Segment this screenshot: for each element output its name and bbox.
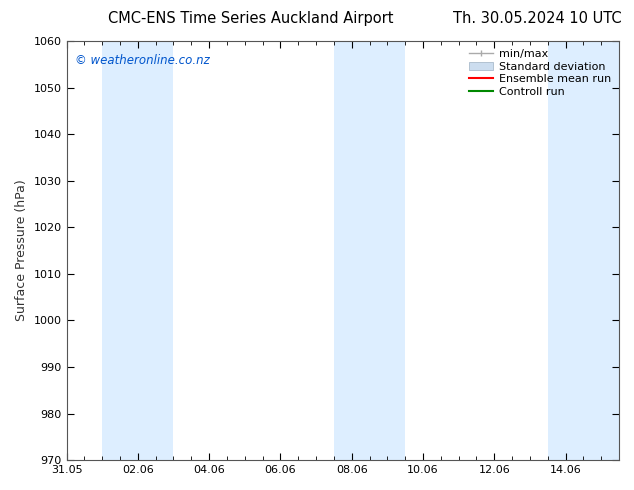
Text: CMC-ENS Time Series Auckland Airport: CMC-ENS Time Series Auckland Airport (108, 11, 393, 26)
Text: Th. 30.05.2024 10 UTC: Th. 30.05.2024 10 UTC (453, 11, 621, 26)
Y-axis label: Surface Pressure (hPa): Surface Pressure (hPa) (15, 180, 28, 321)
Bar (102, 41, 174, 460)
Legend: min/max, Standard deviation, Ensemble mean run, Controll run: min/max, Standard deviation, Ensemble me… (465, 45, 616, 101)
Text: © weatheronline.co.nz: © weatheronline.co.nz (75, 53, 210, 67)
Bar (334, 41, 405, 460)
Bar (548, 41, 619, 460)
